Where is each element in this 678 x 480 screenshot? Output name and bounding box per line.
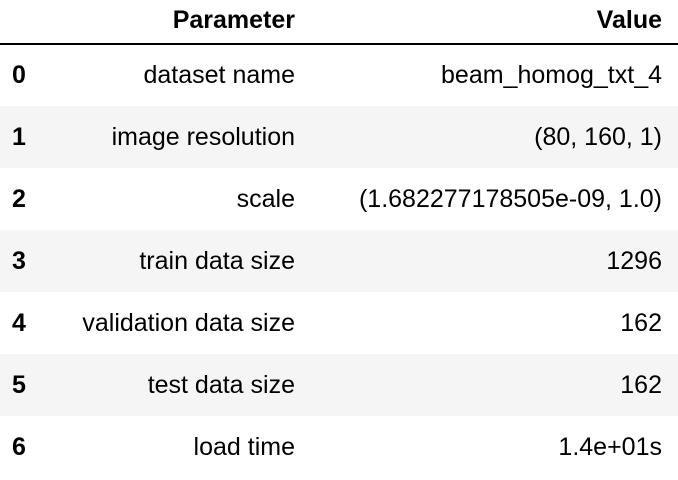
table-row: 2 scale (1.682277178505e-09, 1.0) — [0, 168, 678, 230]
parameter-cell: image resolution — [111, 122, 295, 151]
table-row: 4 validation data size 162 — [0, 292, 678, 354]
row-index: 6 — [12, 432, 26, 461]
index-column-header — [0, 0, 46, 45]
table-row: 6 load time 1.4e+01s — [0, 416, 678, 478]
table-row: 1 image resolution (80, 160, 1) — [0, 106, 678, 168]
parameter-column-header: Parameter — [46, 0, 311, 45]
value-cell: 162 — [620, 308, 662, 337]
row-index: 5 — [12, 370, 26, 399]
row-index: 0 — [12, 61, 26, 89]
table-body: 0 dataset name beam_homog_txt_4 1 image … — [0, 44, 678, 478]
parameter-cell: train data size — [139, 246, 295, 275]
parameter-cell: test data size — [147, 370, 295, 399]
row-index: 1 — [12, 122, 26, 151]
row-index: 4 — [12, 308, 26, 337]
value-cell: 1296 — [606, 246, 662, 275]
row-index: 2 — [12, 184, 26, 213]
table-row: 3 train data size 1296 — [0, 230, 678, 292]
value-cell: 162 — [620, 370, 662, 399]
parameter-cell: scale — [236, 184, 295, 213]
table-header: Parameter Value — [0, 0, 678, 45]
value-cell: 1.4e+01s — [558, 432, 662, 461]
header-row: Parameter Value — [0, 0, 678, 45]
value-cell: (1.682277178505e-09, 1.0) — [358, 184, 662, 213]
table-row: 5 test data size 162 — [0, 354, 678, 416]
parameter-cell: validation data size — [82, 308, 295, 337]
row-index: 3 — [12, 246, 26, 275]
parameter-cell: dataset name — [143, 61, 296, 89]
value-column-header: Value — [311, 0, 678, 45]
table-row: 0 dataset name beam_homog_txt_4 — [0, 44, 678, 106]
value-cell: beam_homog_txt_4 — [441, 61, 662, 89]
value-cell: (80, 160, 1) — [534, 122, 662, 151]
parameter-cell: load time — [193, 432, 295, 461]
